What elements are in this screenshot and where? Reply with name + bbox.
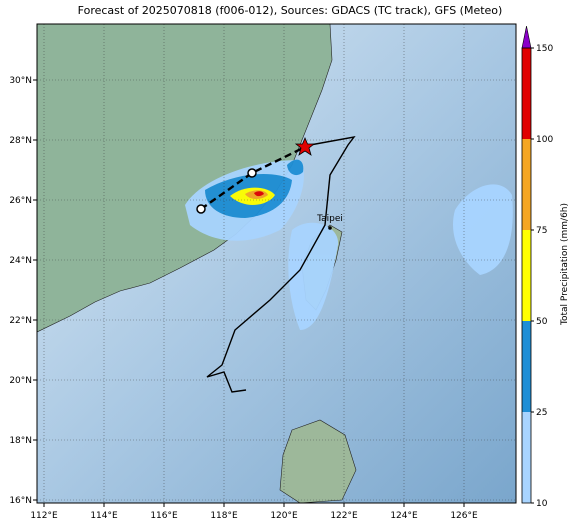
colorbar-segment (522, 48, 531, 139)
lat-tick-label: 16°N (9, 496, 32, 506)
map: Taipei (37, 24, 516, 503)
lat-tick-label: 18°N (9, 436, 32, 446)
lat-tick-label: 30°N (9, 76, 32, 86)
colorbar-tick-label: 75 (536, 226, 547, 236)
colorbar-tick-label: 100 (536, 135, 553, 145)
colorbar-extend (521, 25, 532, 49)
lat-tick-label: 26°N (9, 196, 32, 206)
lon-tick-label: 118°E (210, 511, 238, 521)
title: Forecast of 2025070818 (f006-012), Sourc… (78, 4, 503, 17)
lat-tick-label: 20°N (9, 376, 32, 386)
precipitation (185, 159, 513, 330)
forecast-track (200, 145, 306, 210)
track-point (196, 204, 206, 214)
track-point (247, 168, 257, 178)
map-frame (36, 23, 517, 504)
city-label: Taipei (316, 214, 343, 224)
colorbar-tick-label: 150 (536, 44, 553, 54)
colorbar-segment (522, 139, 531, 230)
city-dot (328, 226, 332, 230)
colorbar-tick-label: 50 (536, 317, 548, 327)
colorbar-label: Total Precipitation (mm/6h) (560, 203, 570, 326)
lon-tick-label: 114°E (90, 511, 118, 521)
storm-position (294, 136, 316, 156)
lat-tick-label: 22°N (9, 316, 32, 326)
colorbar: 10 25 50 75 100 150 (521, 25, 553, 509)
observed-track (206, 135, 356, 393)
lon-tick-label: 124°E (390, 511, 418, 521)
lon-tick-label: 120°E (270, 511, 298, 521)
colorbar-frame (521, 47, 532, 504)
lon-tick-label: 122°E (330, 511, 358, 521)
colorbar-segment (522, 230, 531, 321)
lon-tick-label: 116°E (150, 511, 178, 521)
hainan (279, 419, 357, 503)
lon-tick-label: 126°E (450, 511, 478, 521)
lat-tick-label: 24°N (9, 256, 32, 266)
lat-tick-label: 28°N (9, 136, 32, 146)
lon-tick-label: 112°E (30, 511, 58, 521)
colorbar-tick-label: 10 (536, 499, 548, 509)
colorbar-segment (522, 321, 531, 412)
colorbar-tick-label: 25 (536, 408, 547, 418)
colorbar-segment (522, 412, 531, 503)
